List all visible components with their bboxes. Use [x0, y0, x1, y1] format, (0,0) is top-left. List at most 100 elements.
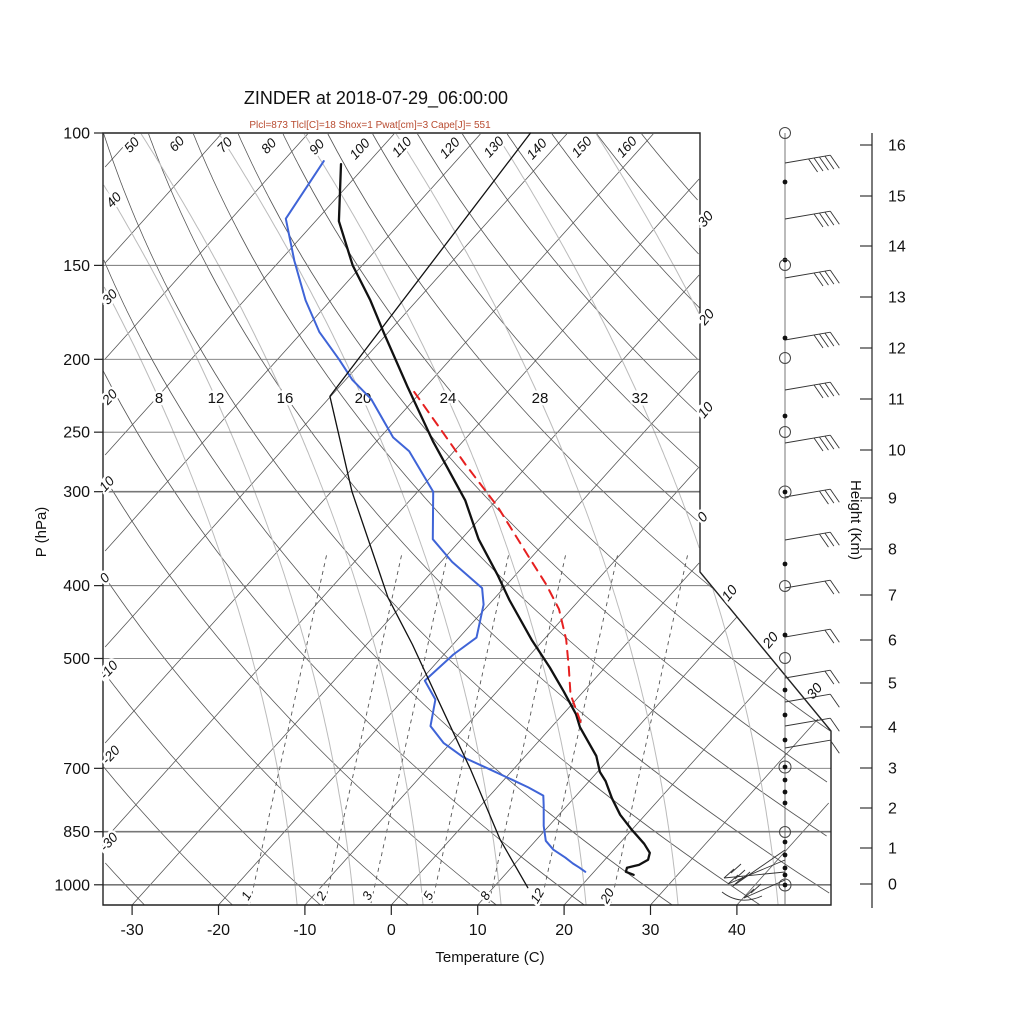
wind-level-dot [782, 789, 788, 795]
auxiliary-curve [329, 132, 532, 889]
temperature-axis: -30 -20 -10 0 10 20 30 40 Temperature (C) [121, 905, 746, 966]
wind-level-circle [779, 127, 791, 139]
wind-barb-icon [784, 693, 831, 703]
wind-level-dot [782, 179, 788, 185]
wind-level-circled-dot [778, 760, 792, 774]
temperature-axis-title: Temperature (C) [435, 949, 544, 966]
wind-level-dot [782, 872, 788, 878]
temperature-tick-label: -30 [121, 922, 144, 939]
wind-level-dot [782, 335, 788, 341]
height-tick-label: 13 [888, 290, 906, 307]
height-tick-label: 0 [888, 877, 897, 894]
wind-barb-icon [784, 717, 831, 727]
wind-level-dot [782, 561, 788, 567]
height-tick-label: 5 [888, 676, 897, 693]
pressure-tick-label: 700 [63, 761, 90, 778]
dry-adiabat-label: 140 [524, 135, 551, 162]
dry-adiabat-label: 110 [389, 134, 415, 160]
pressure-tick-label: 250 [63, 425, 90, 442]
dry-adiabat-label: 60 [166, 133, 188, 155]
wind-level-dot [782, 687, 788, 693]
pressure-tick-label: 150 [63, 258, 90, 275]
pressure-tick-label: 850 [63, 824, 90, 841]
wind-level-circle [779, 259, 791, 271]
moist-adiabat-label: 16 [277, 390, 294, 407]
height-tick-label: 15 [888, 189, 906, 206]
dry-adiabat-label: 70 [214, 134, 236, 156]
height-tick-label: 10 [888, 443, 906, 460]
wind-barb-icon [784, 331, 831, 341]
wind-barb-icon [784, 739, 831, 749]
pressure-tick-label: 400 [63, 578, 90, 595]
right-edge-isotherm-label: 30 [694, 208, 716, 230]
dry-adiabat-label: 100 [347, 135, 374, 162]
left-edge-isoline-label: 40 [103, 189, 125, 211]
wind-barb-column [778, 127, 840, 905]
page-title: ZINDER at 2018-07-29_06:00:00 [243, 88, 509, 108]
moist-adiabat-label: 12 [208, 390, 225, 407]
left-edge-isoline-label: -30 [97, 829, 122, 854]
height-axis-title: Height (Km) [847, 480, 864, 560]
wind-barb-icon [784, 381, 831, 391]
wind-level-dot [782, 852, 788, 858]
wind-barb-icon [784, 531, 831, 541]
height-tick-label: 3 [888, 761, 897, 778]
left-edge-isoline-label: 20 [98, 386, 120, 408]
wind-barb-icon [784, 210, 831, 220]
moist-adiabat-label: 8 [155, 390, 163, 407]
pressure-tick-label: 300 [63, 484, 90, 501]
temperature-tick-label: 10 [469, 922, 487, 939]
dry-adiabat-label: 50 [121, 134, 143, 156]
wind-level-dot [782, 839, 788, 845]
wind-barb-icon [784, 628, 831, 638]
pressure-axis-title: P (hPa) [33, 507, 50, 558]
diagonal-isotherm-label: 20 [758, 629, 781, 652]
wind-barb-icon [784, 269, 831, 279]
wind-level-circled-dot [778, 485, 792, 499]
wind-level-dot [782, 632, 788, 638]
wind-level-circled-dot [778, 878, 792, 892]
sounding-indices-subtitle: Plcl=873 Tlcl[C]=18 Shox=1 Pwat[cm]=3 Ca… [249, 120, 491, 131]
grid-label-layer: 50 60 70 80 90 100 110 120 130 140 150 160403020100… [94, 130, 828, 909]
wind-level-circle [779, 580, 791, 592]
height-tick-label: 16 [888, 138, 906, 155]
wind-level-dot [782, 737, 788, 743]
wind-barb-icon [784, 488, 831, 498]
height-tick-label: 7 [888, 588, 897, 605]
wind-level-dot [782, 865, 788, 871]
mixing-ratio-label: 1 [238, 889, 255, 903]
pressure-tick-label: 100 [63, 126, 90, 143]
temperature-curve [337, 162, 651, 876]
temperature-tick-label: 40 [728, 922, 746, 939]
right-edge-isotherm-label: 0 [694, 509, 711, 525]
left-edge-isoline-label: 0 [97, 570, 113, 586]
pressure-tick-label: 1000 [54, 877, 90, 894]
diagonal-isotherm-label: 10 [718, 582, 740, 604]
mixing-ratio-label: 2 [312, 888, 329, 903]
wind-level-dot [782, 777, 788, 783]
left-edge-isoline-label: -10 [97, 657, 122, 682]
height-tick-label: 2 [888, 801, 897, 818]
moist-adiabat-label: 32 [632, 390, 649, 407]
temperature-tick-label: -20 [207, 922, 230, 939]
height-tick-label: 14 [888, 239, 906, 256]
wind-barb-icon [784, 579, 831, 589]
isotherm-grid [104, 133, 829, 906]
dry-adiabat-label: 80 [258, 135, 280, 157]
dry-adiabat-label: 130 [481, 133, 508, 160]
height-tick-label: 1 [888, 841, 897, 858]
temperature-tick-label: 0 [387, 922, 396, 939]
pressure-axis: 100 150 200 250 300 400 500 700 850 1000 P (hPa) [33, 126, 103, 894]
mixing-ratio-lines [249, 554, 689, 904]
moist-adiabat-label: 28 [532, 390, 549, 407]
moist-adiabat-label: 24 [440, 390, 457, 407]
pressure-tick-label: 200 [63, 352, 90, 369]
moist-adiabat-grid [103, 133, 779, 906]
wind-level-dot [782, 413, 788, 419]
moist-adiabat-label: 20 [355, 390, 372, 407]
right-edge-isotherm-label: 20 [694, 306, 717, 329]
left-edge-isoline-label: -20 [99, 742, 124, 767]
mixing-ratio-label: 12 [527, 885, 548, 906]
